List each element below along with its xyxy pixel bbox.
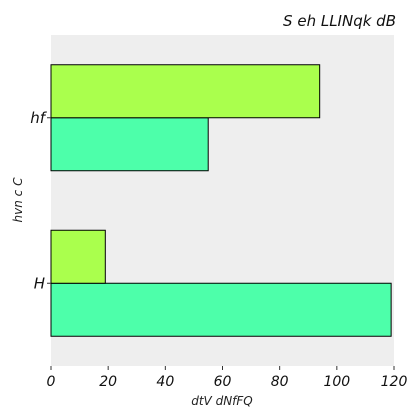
bar-h-series-1 (50, 282, 392, 337)
x-tick-label: 120 (381, 374, 408, 390)
x-tick-label: 40 (156, 374, 174, 390)
bars-layer (50, 64, 392, 337)
bar-hf-series-2 (50, 64, 321, 119)
bar-h-series-2 (50, 229, 106, 284)
x-tick-label: 60 (214, 374, 232, 390)
x-tick-label: 100 (323, 374, 350, 390)
x-tick-label: 80 (271, 374, 289, 390)
chart-title: S eh LLINqk dB (283, 12, 396, 30)
y-tick-label: hf (30, 109, 48, 127)
x-tick-label: 0 (47, 374, 56, 390)
x-axis-label: dtV dNfFQ (191, 394, 253, 408)
bar-hf-series-1 (50, 117, 209, 172)
ticks-layer: Hhf 0 20 40 60 80 100 120 (30, 109, 407, 390)
y-tick-label: H (34, 274, 45, 292)
y-axis-label: hvn c C (11, 177, 25, 223)
x-tick-label: 20 (99, 374, 117, 390)
